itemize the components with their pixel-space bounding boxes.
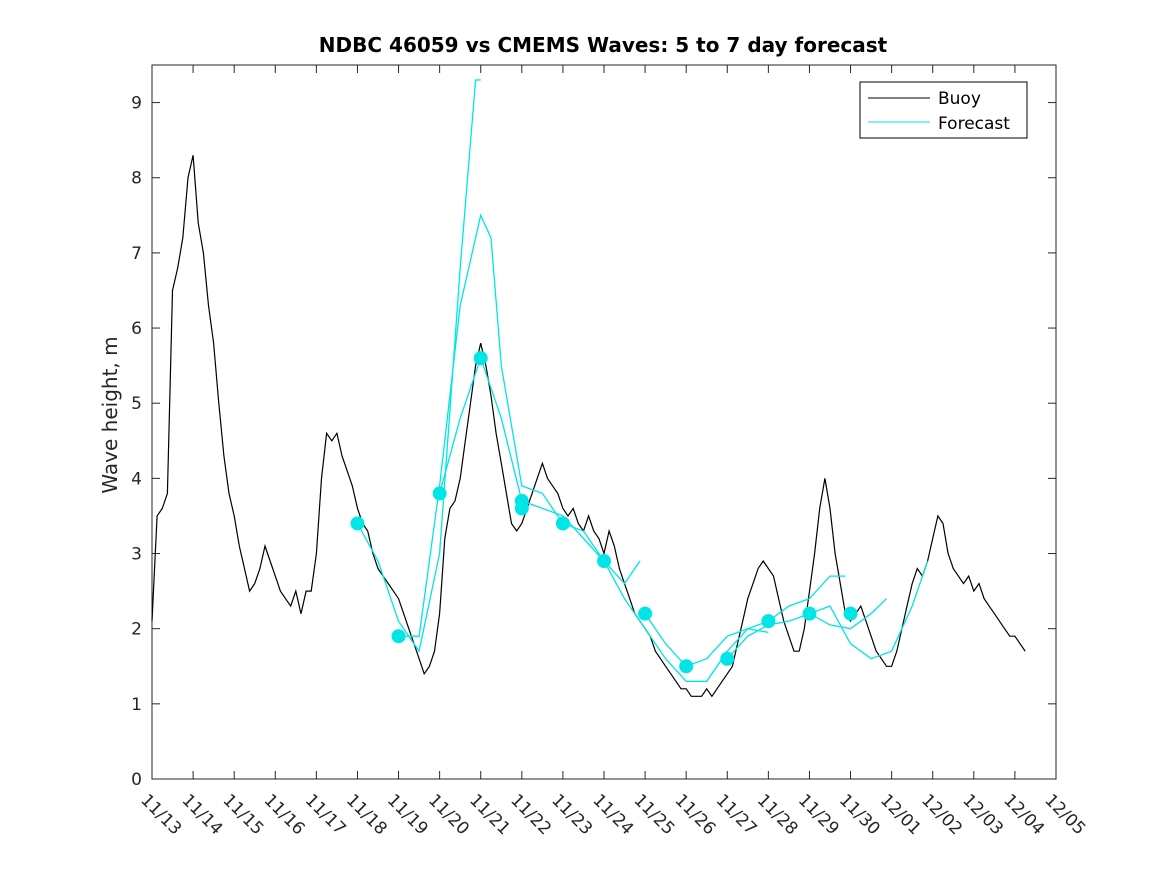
chart-title: NDBC 46059 vs CMEMS Waves: 5 to 7 day fo… [319, 33, 888, 57]
y-tick-label: 1 [131, 695, 142, 715]
y-tick-label: 3 [131, 545, 142, 565]
forecast-point [679, 659, 694, 674]
forecast-point [473, 351, 488, 366]
y-axis-label: Wave height, m [98, 336, 122, 493]
y-tick-label: 6 [131, 319, 142, 339]
forecast-point [597, 554, 611, 569]
forecast-point [350, 516, 365, 531]
forecast-point [432, 486, 447, 501]
forecast-point [391, 629, 406, 644]
legend-label-forecast: Forecast [938, 114, 1010, 134]
legend: Buoy Forecast [859, 81, 1028, 139]
y-tick-label: 8 [131, 169, 142, 189]
y-tick-label: 0 [131, 770, 142, 790]
forecast-point [514, 501, 529, 516]
y-tick-label: 9 [131, 94, 142, 114]
y-tick-label: 5 [131, 394, 142, 414]
y-tick-label: 7 [131, 244, 142, 264]
forecast-series-line [644, 575, 846, 668]
forecast-series-line [438, 356, 641, 585]
forecast-point [555, 516, 570, 531]
y-tick-label: 2 [131, 620, 142, 640]
forecast-series-line [356, 79, 481, 653]
forecast-point [843, 606, 858, 621]
legend-label-buoy: Buoy [938, 89, 981, 109]
y-tick-label: 4 [131, 469, 142, 489]
forecast-point [802, 606, 817, 621]
forecast-series-line [809, 560, 929, 660]
forecast-point [761, 614, 776, 629]
forecast-point [638, 606, 653, 621]
forecast-point [720, 651, 735, 666]
legend-box [859, 81, 1028, 139]
